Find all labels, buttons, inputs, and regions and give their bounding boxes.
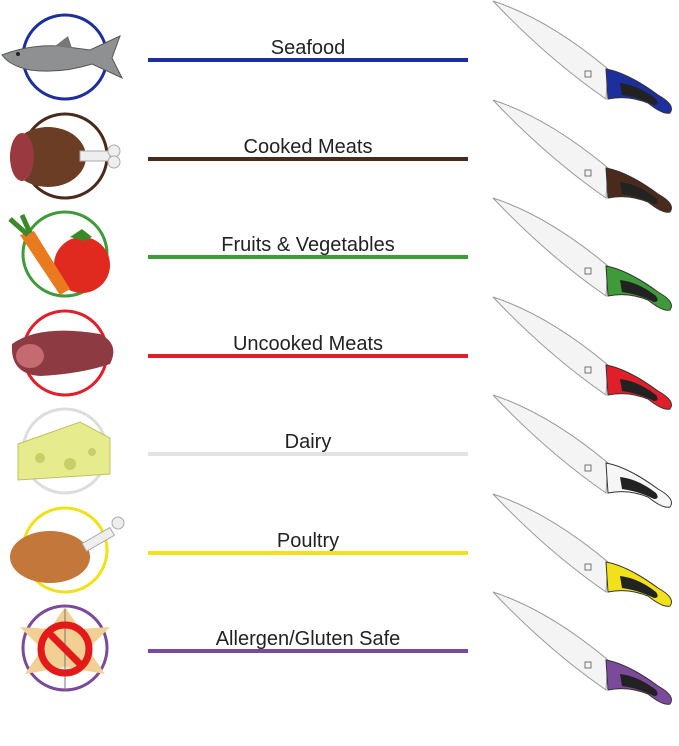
vegetables-icon: [8, 210, 110, 298]
knife-image: [492, 197, 672, 311]
poultry-icon: [10, 506, 125, 593]
steak-icon: [11, 309, 114, 396]
row-dairy: Dairy: [0, 394, 679, 549]
row-fruits-vegetables: Fruits & Vegetables: [0, 197, 679, 352]
row-poultry: Poultry: [0, 493, 679, 648]
category-label: Dairy: [284, 431, 332, 453]
category-label: Allergen/Gluten Safe: [215, 628, 401, 650]
category-label: Uncooked Meats: [232, 332, 384, 355]
ham-icon: [10, 112, 121, 199]
cheese-icon: [17, 407, 111, 495]
color-line: [148, 353, 468, 358]
category-label: Fruits & Vegetables: [221, 234, 395, 256]
category-label: Cooked Meats: [243, 135, 373, 158]
row-seafood: Seafood: [0, 0, 679, 155]
color-line: [148, 649, 468, 653]
knife-image: [492, 0, 672, 114]
row-allergen-gluten-safe: Allergen/Gluten Safe: [0, 591, 679, 746]
fish-icon: [1, 13, 124, 101]
color-line: [148, 255, 468, 259]
gluten-free-icon: [20, 604, 110, 692]
knife-image: [492, 394, 672, 508]
color-line: [148, 58, 468, 62]
category-label: Seafood: [270, 37, 346, 59]
color-line: [148, 452, 468, 456]
category-label: Poultry: [276, 529, 340, 552]
row-uncooked-meats: Uncooked Meats: [0, 296, 679, 451]
knife-image: [492, 296, 672, 410]
knife-image: [492, 99, 672, 213]
knife-image: [492, 493, 672, 607]
row-cooked-meats: Cooked Meats: [0, 99, 679, 254]
color-line: [148, 550, 468, 555]
color-line: [148, 156, 468, 161]
knife-image: [492, 591, 672, 705]
